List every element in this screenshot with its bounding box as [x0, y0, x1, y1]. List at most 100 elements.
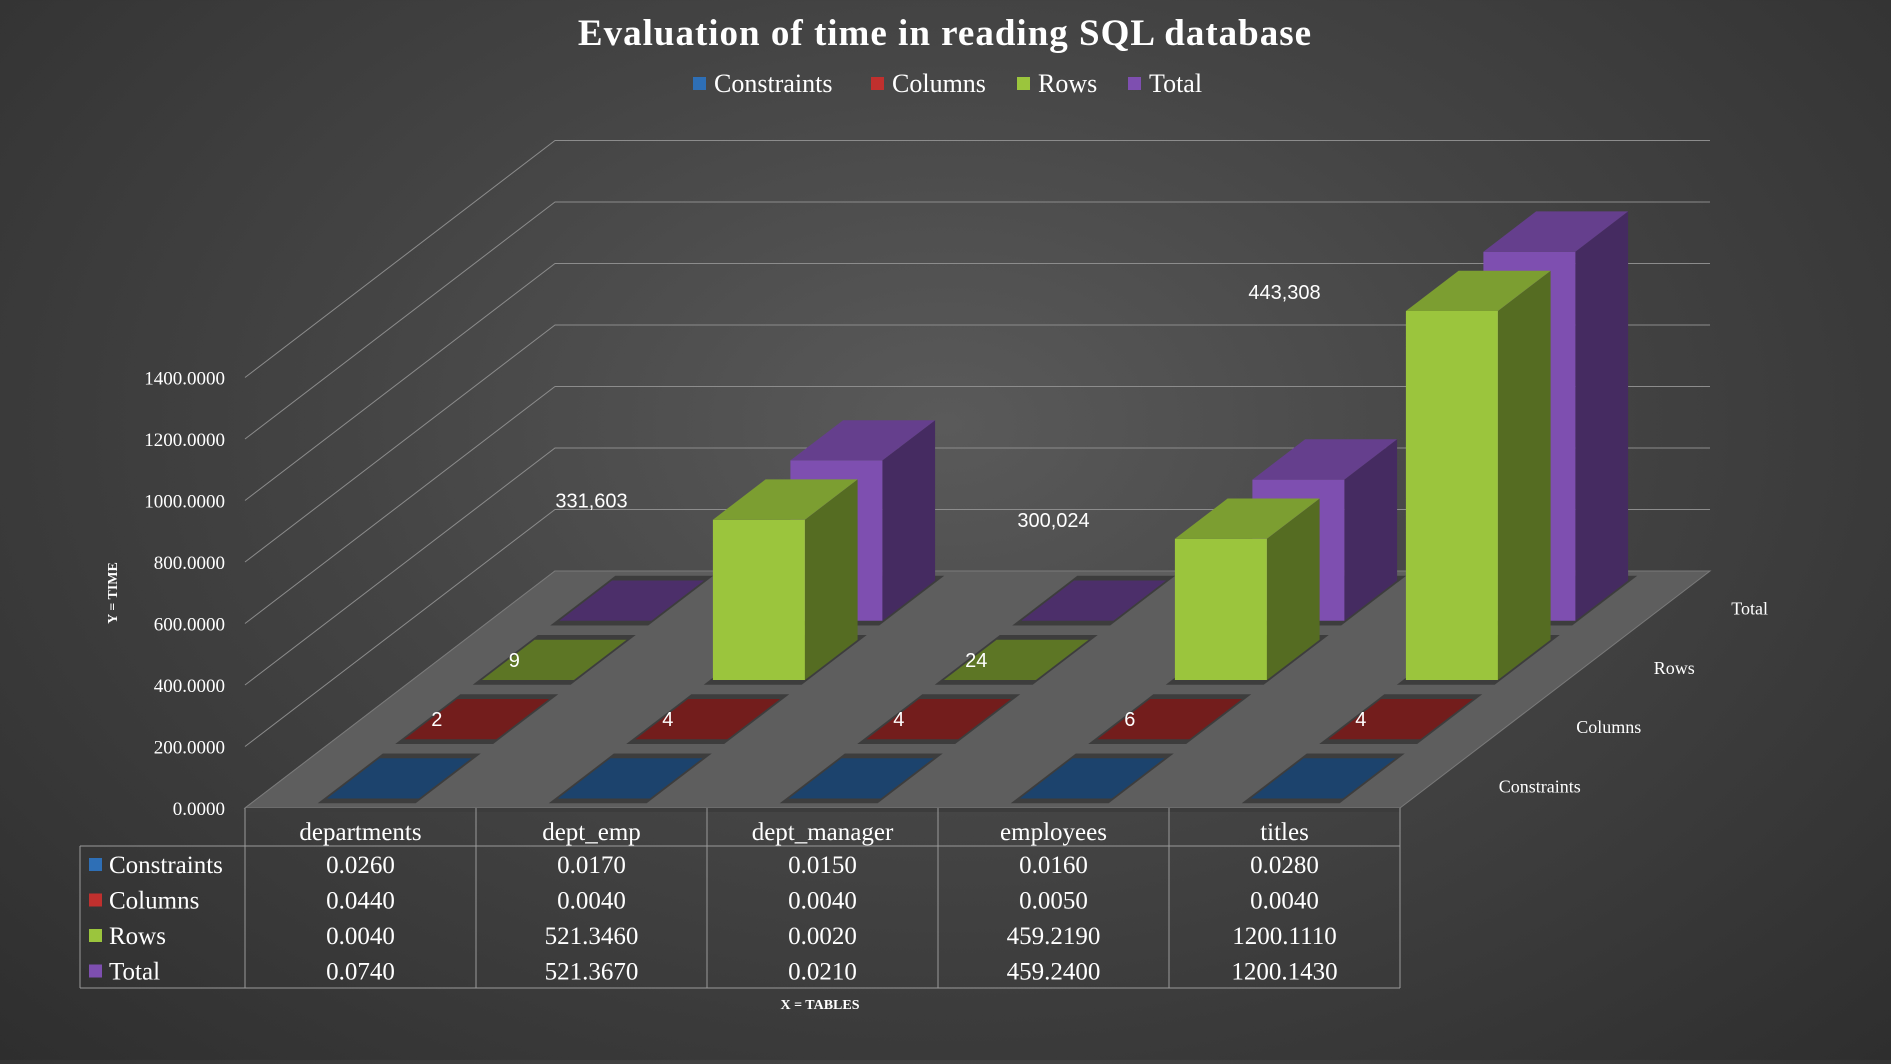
- table-cell: 0.0440: [326, 888, 395, 915]
- bar-top: [1405, 270, 1551, 311]
- chart-title: Evaluation of time in reading SQL databa…: [578, 13, 1312, 54]
- table-header-titles: titles: [1260, 819, 1309, 846]
- bar-top: [404, 699, 550, 740]
- bar-top: [1174, 498, 1320, 539]
- table-cell: 459.2400: [1007, 959, 1101, 986]
- data-label-rows-dept_emp: 331,603: [555, 491, 627, 513]
- table-cell: 0.0040: [1250, 888, 1319, 915]
- data-label-rows-departments: 9: [509, 650, 520, 672]
- table-cell: 0.0740: [326, 959, 395, 986]
- gridline: [244, 324, 1710, 563]
- bar-top: [788, 758, 934, 799]
- bar-top: [866, 699, 1012, 740]
- bar-top: [1252, 439, 1398, 480]
- legend-label-rows: Rows: [1038, 69, 1097, 98]
- table-swatch-columns: [89, 893, 102, 907]
- y-tick-label: 1200.0000: [144, 430, 225, 451]
- table-cell: 0.0210: [788, 959, 857, 986]
- bar-top: [790, 420, 936, 461]
- bar-constraints-dept_emp: [548, 753, 712, 804]
- table-row-label-constraints: Constraints: [109, 852, 223, 879]
- chart-floor: [243, 570, 1712, 812]
- y-tick-label: 0.0000: [173, 799, 225, 820]
- bar-top: [481, 639, 627, 680]
- table-row-label-total: Total: [109, 959, 160, 986]
- bar-top: [559, 580, 705, 621]
- bar-rows-dept_manager: [934, 635, 1098, 685]
- legend-label-columns: Columns: [892, 69, 986, 98]
- bar-columns-departments: [395, 694, 559, 744]
- data-label-rows-dept_manager: 24: [965, 650, 987, 672]
- y-tick-label: 800.0000: [154, 553, 225, 574]
- bar-top: [1097, 699, 1243, 740]
- gridline: [244, 263, 1710, 501]
- x-axis-title: X = TABLES: [780, 998, 859, 1013]
- bar-top: [635, 699, 781, 740]
- legend-swatch-columns: [871, 77, 884, 90]
- data-label-rows-employees: 300,024: [1017, 510, 1089, 532]
- table-cell: 0.0150: [788, 852, 857, 879]
- table-cell: 0.0160: [1019, 852, 1088, 879]
- depth-label-columns: Columns: [1576, 717, 1641, 737]
- table-cell: 0.0050: [1019, 888, 1088, 915]
- table-cell: 0.0170: [557, 852, 626, 879]
- bar-constraints-departments: [317, 753, 481, 804]
- data-label-rows-titles: 443,308: [1248, 282, 1320, 304]
- table-cell: 0.0280: [1250, 852, 1319, 879]
- bar-side: [804, 479, 858, 680]
- depth-label-total: Total: [1731, 599, 1768, 619]
- bar-columns-titles: [1319, 694, 1483, 744]
- bar-top: [1250, 758, 1396, 799]
- bar-rows-departments: [472, 635, 636, 685]
- data-label-columns-departments: 2: [431, 709, 442, 731]
- bar-total-dept_manager: [1012, 575, 1176, 626]
- bar-constraints-employees: [1010, 753, 1174, 804]
- bar-front: [712, 519, 805, 680]
- table-cell: 0.0040: [788, 888, 857, 915]
- bar-columns-employees: [1088, 694, 1252, 744]
- table-cell: 521.3460: [545, 923, 639, 950]
- gridline: [244, 201, 1710, 440]
- table-header-dept_emp: dept_emp: [542, 819, 641, 846]
- gridlines: [244, 140, 1710, 809]
- bar-rows-employees: [1165, 498, 1329, 685]
- bar-constraints-dept_manager: [779, 753, 943, 804]
- legend-label-total: Total: [1149, 69, 1202, 98]
- gridline: [244, 140, 1710, 378]
- bar-front: [1405, 311, 1498, 680]
- table-swatch-constraints: [89, 858, 102, 871]
- bar-side: [1497, 270, 1551, 680]
- bars: [317, 211, 1638, 804]
- y-axis-title: Y = TIME: [106, 562, 121, 624]
- depth-labels: Constraints Columns Rows Total: [1499, 599, 1768, 797]
- bar-constraints-titles: [1241, 753, 1405, 804]
- bar-rows-dept_emp: [703, 479, 867, 685]
- bar-top: [557, 758, 703, 799]
- bar-side: [1344, 439, 1398, 621]
- depth-label-constraints: Constraints: [1499, 776, 1581, 796]
- bar-side: [1575, 211, 1629, 621]
- bar-columns-dept_manager: [857, 694, 1021, 744]
- y-tick-label: 400.0000: [154, 676, 225, 697]
- floor-edge: [245, 808, 1400, 812]
- bar-columns-dept_emp: [626, 694, 790, 744]
- bar-top: [1328, 699, 1474, 740]
- data-label-columns-employees: 6: [1124, 709, 1135, 731]
- bar-top: [326, 758, 472, 799]
- legend: Constraints Columns Rows Total: [693, 69, 1202, 98]
- y-tick-label: 1000.0000: [144, 492, 225, 513]
- table-row-label-rows: Rows: [109, 923, 166, 950]
- bar-front: [1174, 538, 1267, 680]
- table-header-employees: employees: [1000, 819, 1107, 846]
- depth-label-rows: Rows: [1654, 658, 1695, 678]
- table-header-dept_manager: dept_manager: [752, 819, 894, 846]
- bar-top: [943, 639, 1089, 680]
- table-swatch-rows: [89, 929, 102, 942]
- gridline: [244, 386, 1710, 624]
- table-header-departments: departments: [299, 819, 421, 846]
- data-label-columns-dept_manager: 4: [893, 709, 904, 731]
- table-cell: 1200.1110: [1232, 923, 1336, 950]
- bar-rows-titles: [1396, 270, 1560, 685]
